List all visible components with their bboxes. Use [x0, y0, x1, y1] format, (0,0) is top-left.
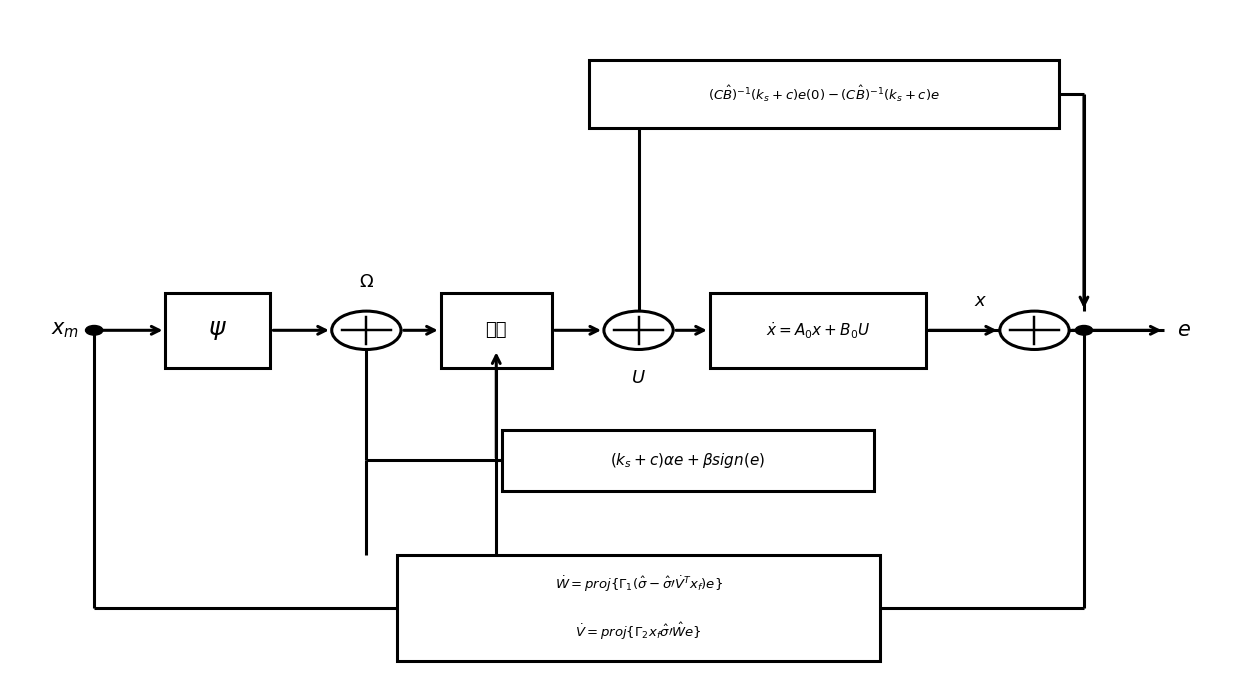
Bar — [397, 555, 880, 661]
Bar — [165, 292, 270, 368]
Circle shape — [86, 325, 103, 335]
Text: $\Omega$: $\Omega$ — [358, 272, 374, 290]
Text: $\psi$: $\psi$ — [208, 319, 227, 343]
Text: $(k_s+c)\alpha e+\beta sign(e)$: $(k_s+c)\alpha e+\beta sign(e)$ — [610, 451, 765, 470]
Text: $e$: $e$ — [1177, 321, 1190, 341]
Text: $\dot{W}=proj\{\Gamma_1(\hat{\sigma}-\hat{\sigma}\prime\dot{V}^Tx_f)e\}$: $\dot{W}=proj\{\Gamma_1(\hat{\sigma}-\ha… — [554, 574, 723, 594]
Text: $(C\hat{B})^{-1}(k_s+c)e(0)-(C\hat{B})^{-1}(k_s+c)e$: $(C\hat{B})^{-1}(k_s+c)e(0)-(C\hat{B})^{… — [708, 84, 940, 104]
Bar — [709, 292, 926, 368]
Text: $U$: $U$ — [631, 369, 646, 387]
Text: $x_m$: $x_m$ — [51, 321, 79, 341]
Text: $\dot{x}=A_0x+B_0U$: $\dot{x}=A_0x+B_0U$ — [766, 320, 870, 341]
Bar — [440, 292, 552, 368]
Text: 积分: 积分 — [486, 321, 507, 339]
Text: $\dot{V}=proj\{\Gamma_2 x_f\hat{\sigma}\prime\hat{W}e\}$: $\dot{V}=proj\{\Gamma_2 x_f\hat{\sigma}\… — [575, 621, 702, 642]
Circle shape — [1075, 325, 1092, 335]
Bar — [589, 60, 1059, 128]
Text: $x$: $x$ — [973, 292, 987, 310]
Bar — [502, 429, 874, 491]
